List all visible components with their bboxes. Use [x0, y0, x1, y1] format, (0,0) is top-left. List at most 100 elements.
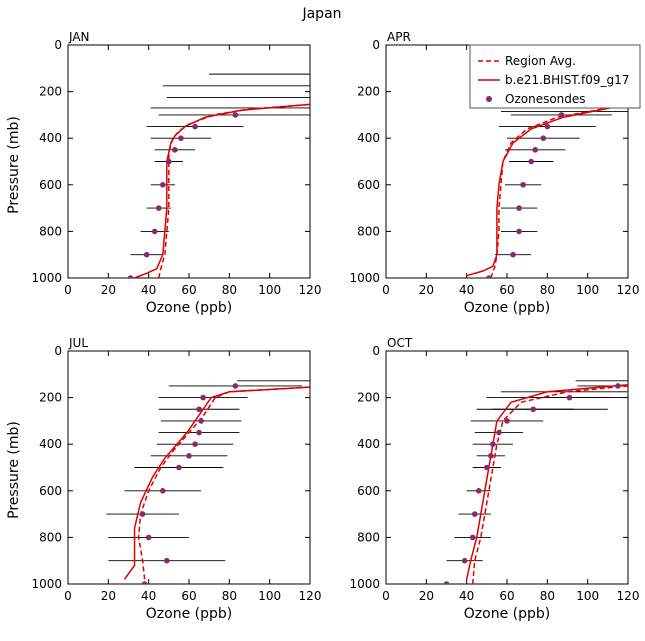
panel-title: JAN: [68, 30, 90, 44]
figure-title: Japan: [301, 6, 341, 22]
x-tick-label: 0: [382, 283, 390, 297]
x-tick-label: 60: [499, 283, 514, 297]
x-tick-label: 0: [382, 589, 390, 603]
x-tick-label: 20: [101, 589, 116, 603]
panel-title: JUL: [68, 336, 88, 350]
x-tick-label: 20: [419, 283, 434, 297]
panel-jan: JAN 0 20 40 60 80 100 120 0 200 400 600 800 1000 Ozone…: [31, 30, 321, 316]
y-tick-label: 1000: [349, 577, 380, 591]
x-tick-label: 120: [299, 589, 322, 603]
x-tick-label: 80: [222, 589, 237, 603]
sonde-point: [139, 511, 146, 517]
plot-area: [96, 380, 310, 584]
sonde-point: [143, 251, 150, 258]
sonde-point: [530, 406, 537, 413]
y-tick-label: 600: [357, 484, 380, 498]
y-axis-title-bottom: Pressure (mb): [6, 421, 22, 519]
x-tick-label: 80: [540, 283, 555, 297]
y-tick-label: 600: [39, 178, 62, 192]
sonde-point: [504, 418, 510, 424]
y-tick-label: 800: [39, 530, 62, 544]
y-tick-label: 400: [39, 437, 62, 451]
model-line: [123, 386, 310, 580]
x-tick-label: 120: [617, 283, 640, 297]
sonde-point: [200, 394, 206, 401]
sonde-point: [461, 557, 468, 564]
y-tick-label: 200: [39, 391, 62, 405]
sonde-point: [192, 123, 198, 130]
y-tick-label: 400: [357, 437, 380, 451]
sonde-point: [186, 453, 192, 459]
x-tick-label: 100: [258, 589, 281, 603]
sonde-point: [516, 228, 522, 235]
y-axis-title-top: Pressure (mb): [6, 116, 22, 214]
legend-label: Ozonesondes: [505, 92, 586, 106]
sonde-point: [443, 581, 450, 584]
plot-frame: [67, 44, 311, 279]
x-tick-label: 80: [222, 283, 237, 297]
y-tick-label: 200: [357, 391, 380, 405]
sonde-point: [510, 251, 516, 258]
y-tick-label: 200: [357, 85, 380, 99]
sonde-point: [196, 406, 202, 413]
panel-apr: APR 0 20 40 60 80 100 120 0 200 400 600 800 1000 Ozone…: [349, 30, 640, 316]
sonde-point: [164, 557, 170, 564]
sonde-point: [141, 581, 148, 584]
x-axis-title: Ozone (ppb): [146, 300, 232, 316]
sonde-point: [469, 534, 476, 541]
y-tick-label: 1000: [349, 271, 380, 285]
panel-title: APR: [387, 30, 411, 44]
region-avg-line: [490, 103, 628, 278]
x-tick-label: 60: [499, 589, 514, 603]
y-tick-label: 800: [357, 224, 380, 238]
model-line: [134, 103, 310, 278]
sonde-point: [520, 182, 526, 188]
x-tick-label: 20: [101, 283, 116, 297]
y-tick-label: 0: [372, 344, 380, 358]
sonde-point: [176, 464, 182, 471]
x-tick-label: 80: [540, 589, 555, 603]
x-tick-label: 20: [419, 589, 434, 603]
sonde-point: [486, 275, 492, 278]
sonde-point: [544, 123, 551, 130]
x-axis-title: Ozone (ppb): [146, 606, 232, 622]
y-tick-label: 400: [357, 131, 380, 145]
legend-label: Region Avg.: [505, 54, 576, 68]
legend-label: b.e21.BHIST.f09_g17: [505, 73, 629, 87]
sonde-point: [475, 488, 482, 494]
y-tick-label: 800: [357, 530, 380, 544]
sonde-point: [516, 205, 522, 211]
sonde-point: [178, 135, 184, 141]
y-tick-label: 1000: [31, 577, 62, 591]
sonde-point: [484, 464, 490, 471]
sonde-point: [196, 429, 202, 436]
x-axis-title: Ozone (ppb): [464, 300, 550, 316]
sonde-point: [232, 383, 239, 389]
y-tick-label: 0: [372, 38, 380, 52]
panel-oct: OCT 0 20 40 60 80 100 120 0 200 400 600 800 1000 Ozone…: [349, 336, 640, 622]
x-tick-label: 120: [617, 589, 640, 603]
y-tick-label: 0: [54, 38, 62, 52]
sonde-point: [145, 534, 152, 541]
sonde-point: [159, 182, 166, 188]
legend-swatch-marker: [486, 96, 492, 102]
sonde-point: [532, 147, 539, 153]
model-line: [466, 103, 628, 277]
x-tick-label: 40: [459, 589, 474, 603]
x-tick-label: 100: [576, 589, 599, 603]
plot-area: [420, 380, 628, 584]
x-tick-label: 100: [576, 283, 599, 297]
sonde-point: [488, 453, 494, 459]
y-tick-label: 600: [39, 484, 62, 498]
x-tick-label: 40: [141, 283, 156, 297]
x-tick-label: 60: [181, 283, 196, 297]
legend: Region Avg. b.e21.BHIST.f09_g17 Ozonesonde…: [469, 44, 641, 109]
model-line: [465, 384, 628, 580]
y-tick-label: 0: [54, 344, 62, 358]
sonde-point: [127, 275, 134, 278]
x-tick-label: 60: [181, 589, 196, 603]
sonde-point: [192, 441, 198, 448]
panel-jul: JUL 0 20 40 60 80 100 120 0 200 400 600 800 1000 Ozone…: [31, 336, 321, 622]
sonde-point: [172, 147, 178, 153]
sonde-point: [566, 394, 573, 401]
